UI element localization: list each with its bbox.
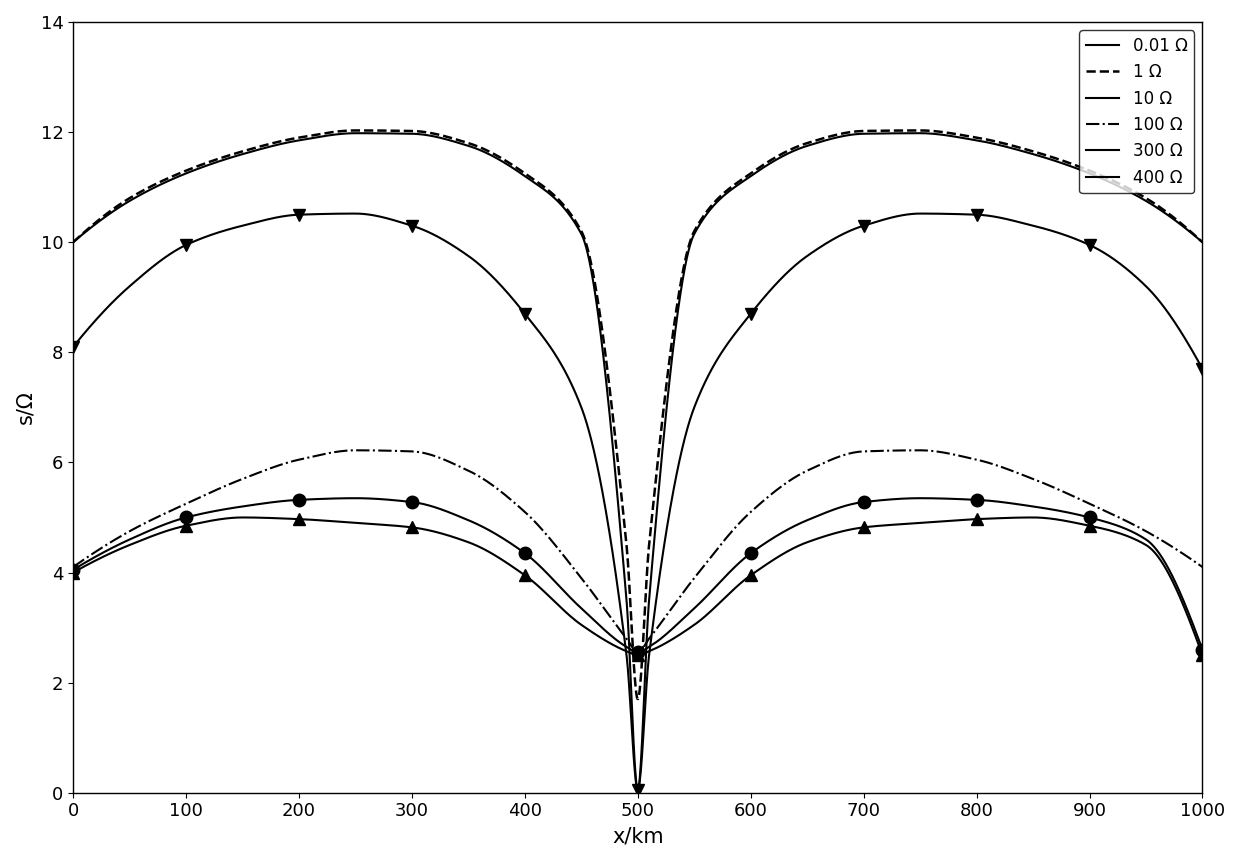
10 Ω — [347, 208, 362, 219]
0.01 Ω — [123, 195, 138, 206]
100 Ω — [1163, 541, 1178, 551]
X-axis label: x/km: x/km — [613, 826, 663, 846]
0.01 Ω — [66, 237, 81, 247]
1 Ω — [348, 126, 363, 136]
100 Ω — [66, 562, 81, 573]
1 Ω — [123, 192, 138, 202]
100 Ω — [585, 588, 600, 598]
100 Ω — [956, 451, 971, 461]
400 Ω — [66, 567, 81, 578]
1 Ω — [630, 694, 645, 704]
Y-axis label: s/Ω: s/Ω — [15, 391, 35, 424]
1 Ω — [585, 267, 600, 277]
100 Ω — [123, 525, 138, 536]
1 Ω — [1195, 237, 1210, 247]
Line: 400 Ω: 400 Ω — [73, 517, 1203, 655]
Line: 0.01 Ω: 0.01 Ω — [73, 133, 1203, 790]
400 Ω — [1163, 572, 1178, 582]
400 Ω — [236, 512, 250, 523]
0.01 Ω — [348, 128, 363, 139]
10 Ω — [66, 342, 81, 352]
Line: 100 Ω: 100 Ω — [73, 450, 1203, 653]
1 Ω — [1163, 209, 1178, 220]
300 Ω — [585, 614, 600, 624]
0.01 Ω — [615, 552, 630, 562]
300 Ω — [1163, 568, 1178, 579]
100 Ω — [1195, 562, 1210, 573]
1 Ω — [1163, 210, 1178, 220]
400 Ω — [123, 539, 138, 549]
1 Ω — [66, 237, 81, 247]
100 Ω — [1163, 541, 1178, 551]
300 Ω — [956, 494, 971, 505]
300 Ω — [630, 647, 645, 658]
10 Ω — [1163, 311, 1178, 321]
0.01 Ω — [585, 275, 600, 285]
1 Ω — [956, 130, 971, 140]
0.01 Ω — [1163, 212, 1178, 222]
0.01 Ω — [1195, 237, 1210, 247]
0.01 Ω — [1163, 212, 1178, 222]
400 Ω — [956, 515, 971, 525]
300 Ω — [348, 493, 363, 504]
300 Ω — [123, 534, 138, 544]
0.01 Ω — [956, 133, 971, 143]
300 Ω — [1195, 644, 1210, 654]
Line: 1 Ω: 1 Ω — [73, 131, 1203, 699]
400 Ω — [585, 628, 600, 638]
Line: 10 Ω: 10 Ω — [73, 214, 1203, 790]
10 Ω — [630, 784, 645, 795]
10 Ω — [1195, 363, 1210, 374]
300 Ω — [615, 640, 630, 650]
1 Ω — [615, 504, 630, 514]
400 Ω — [1162, 571, 1177, 581]
100 Ω — [615, 629, 630, 639]
10 Ω — [956, 209, 971, 220]
10 Ω — [123, 280, 138, 290]
100 Ω — [348, 445, 363, 455]
10 Ω — [585, 442, 600, 452]
Line: 300 Ω: 300 Ω — [73, 499, 1203, 653]
100 Ω — [630, 647, 645, 658]
300 Ω — [66, 565, 81, 575]
0.01 Ω — [630, 784, 645, 795]
10 Ω — [615, 621, 630, 631]
10 Ω — [1163, 312, 1178, 322]
400 Ω — [1195, 650, 1210, 660]
300 Ω — [1163, 567, 1178, 577]
400 Ω — [615, 645, 630, 655]
Legend: 0.01 Ω, 1 Ω, 10 Ω, 100 Ω, 300 Ω, 400 Ω: 0.01 Ω, 1 Ω, 10 Ω, 100 Ω, 300 Ω, 400 Ω — [1079, 30, 1194, 194]
